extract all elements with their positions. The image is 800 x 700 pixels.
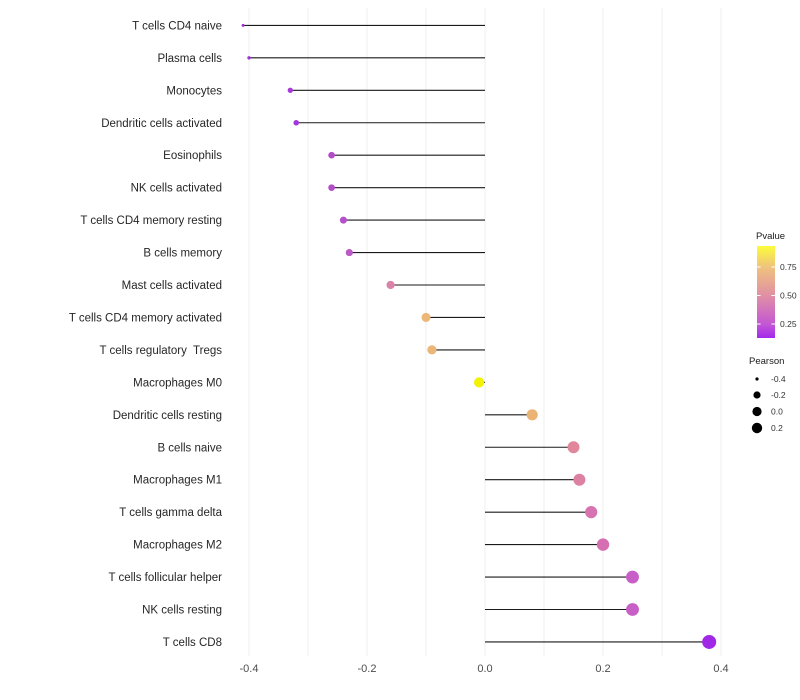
category-label: Plasma cells xyxy=(157,53,222,65)
category-label: T cells gamma delta xyxy=(119,507,222,519)
legend-size-dot xyxy=(751,422,763,434)
lollipop-row: Dendritic cells activated xyxy=(101,118,485,130)
category-label: B cells naive xyxy=(157,442,222,454)
lollipop-dot xyxy=(287,87,293,93)
lollipop-row: NK cells resting xyxy=(142,603,639,617)
x-tick-label: 0.0 xyxy=(477,663,492,675)
legend-size-dot xyxy=(755,377,759,381)
lollipop-dot xyxy=(702,634,717,649)
lollipop-dot xyxy=(241,23,245,27)
x-tick-label: -0.4 xyxy=(240,663,259,675)
lollipop-dot xyxy=(474,377,485,388)
lollipop-row: T cells CD8 xyxy=(163,634,717,649)
lollipop-row: Macrophages M0 xyxy=(133,377,485,389)
lollipop-dot xyxy=(526,409,538,421)
x-tick-label: -0.2 xyxy=(358,663,377,675)
colorbar-tick-label: 0.50 xyxy=(780,290,797,300)
category-label: T cells CD4 naive xyxy=(132,20,222,32)
lollipop-dot xyxy=(328,151,335,159)
lollipop-row: Plasma cells xyxy=(157,53,485,65)
category-label: B cells memory xyxy=(143,248,222,260)
legend-size-dot xyxy=(753,391,761,399)
legend-size-label: 0.0 xyxy=(771,407,783,417)
lollipop-row: T cells CD4 memory resting xyxy=(80,215,485,227)
lollipop-row: Mast cells activated xyxy=(122,280,485,292)
legend-size-label: -0.4 xyxy=(771,374,786,384)
category-label: T cells regulatory Tregs xyxy=(99,345,222,357)
legend-pvalue: Pvalue 0.75 0.50 0.25 xyxy=(756,231,797,338)
legend-size-dot xyxy=(752,406,762,417)
pvalue-colorbar xyxy=(757,246,775,338)
category-label: Dendritic cells resting xyxy=(113,410,222,422)
x-tick-label: 0.2 xyxy=(595,663,610,675)
lollipop-row: Monocytes xyxy=(166,85,485,97)
lollipop-row: T cells gamma delta xyxy=(119,506,598,519)
lollipop-row: Macrophages M1 xyxy=(133,473,586,487)
category-label: Dendritic cells activated xyxy=(101,118,222,130)
lollipop-row: T cells follicular helper xyxy=(108,570,639,584)
category-label: T cells CD4 memory activated xyxy=(69,312,222,324)
category-label: NK cells activated xyxy=(131,183,222,195)
category-label: NK cells resting xyxy=(142,605,222,617)
legend-pvalue-title: Pvalue xyxy=(756,231,785,242)
lollipop-dot xyxy=(339,216,347,224)
lollipop-row: B cells memory xyxy=(143,248,485,260)
category-label: Eosinophils xyxy=(163,150,222,162)
lollipop-dot xyxy=(386,280,395,290)
lollipop-dot xyxy=(596,538,610,551)
lollipop-dot xyxy=(626,570,639,584)
category-label: Macrophages M2 xyxy=(133,540,222,552)
lollipop-dot xyxy=(573,473,586,486)
category-label: T cells follicular helper xyxy=(108,572,222,584)
legend-size-label: 0.2 xyxy=(771,423,783,433)
lollipop-row: T cells CD4 naive xyxy=(132,20,485,32)
lollipop-dot xyxy=(626,603,639,616)
lollipop-row: T cells CD4 memory activated xyxy=(69,312,485,324)
lollipop-dot xyxy=(328,184,335,191)
colorbar-tick-label: 0.25 xyxy=(780,319,797,329)
category-label: Mast cells activated xyxy=(122,280,222,292)
legend-size-label: -0.2 xyxy=(771,390,786,400)
lollipop-row: NK cells activated xyxy=(131,183,485,195)
lollipop-dot xyxy=(293,119,299,126)
x-tick-label: 0.4 xyxy=(713,663,728,675)
lollipop-dot xyxy=(567,441,580,454)
lollipop-row: B cells naive xyxy=(157,441,580,454)
lollipop-dot xyxy=(427,345,437,355)
lollipop-dot xyxy=(345,248,353,257)
category-label: Monocytes xyxy=(166,85,222,97)
x-axis-tick-labels: -0.4 -0.2 0.0 0.2 0.4 xyxy=(240,663,729,675)
lollipop-row: Macrophages M2 xyxy=(133,538,610,552)
category-label: T cells CD8 xyxy=(163,637,222,649)
category-label: T cells CD4 memory resting xyxy=(80,215,222,227)
lollipop-dot xyxy=(421,312,431,322)
lollipop-row: T cells regulatory Tregs xyxy=(99,345,485,357)
lollipop-row: Eosinophils xyxy=(163,150,485,162)
legend-pearson: Pearson -0.4 -0.2 0.0 0.2 xyxy=(749,356,786,434)
category-label: Macrophages M0 xyxy=(133,377,222,389)
category-label: Macrophages M1 xyxy=(133,475,222,487)
lollipop-dot xyxy=(585,506,598,519)
lollipop-row: Dendritic cells resting xyxy=(113,409,538,422)
colorbar-tick-label: 0.75 xyxy=(780,262,797,272)
lollipop-dot xyxy=(247,56,251,60)
legend-pearson-title: Pearson xyxy=(749,356,784,367)
